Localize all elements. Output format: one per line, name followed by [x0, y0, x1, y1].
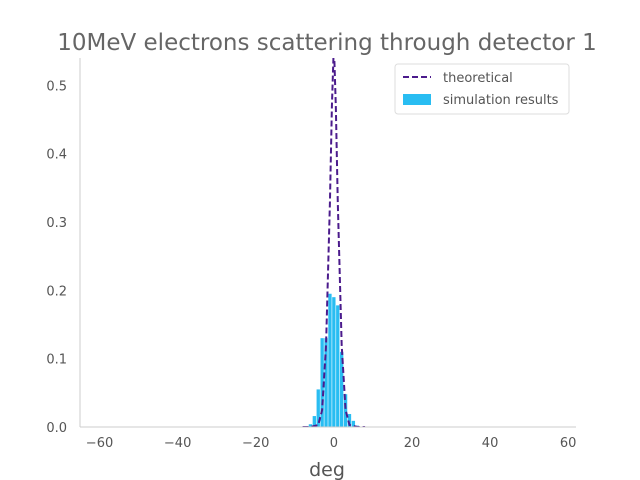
y-tick-label: 0.4	[46, 148, 67, 163]
y-tick-label: 0.3	[46, 216, 67, 231]
histogram-bar	[328, 293, 332, 427]
legend-box	[394, 63, 570, 115]
histogram-bar	[340, 351, 344, 427]
histogram-bar	[324, 338, 328, 427]
theoretical-curve	[302, 58, 366, 427]
y-tick-label: 0.0	[46, 421, 67, 436]
x-tick-label: −40	[164, 436, 191, 451]
x-tick-label: −20	[242, 436, 269, 451]
legend-label-simulation: simulation results	[443, 93, 559, 108]
chart-title: 10MeV electrons scattering through detec…	[57, 30, 597, 56]
axes: −60 −40 −20 0 20 40 60 0.0 0.1 0.2 0.3 0.4 0.5	[46, 58, 576, 451]
histogram-bar	[336, 305, 340, 427]
histogram-bar	[320, 338, 324, 427]
legend-label-theoretical: theoretical	[443, 71, 513, 86]
plot-area	[80, 58, 576, 427]
x-axis-label: deg	[309, 459, 345, 480]
histogram-bar	[308, 424, 313, 427]
y-tick-label: 0.5	[46, 79, 67, 94]
legend: theoretical simulation results	[394, 63, 570, 115]
x-tick-label: 0	[330, 436, 338, 451]
histogram-bar	[347, 414, 352, 427]
y-tick-label: 0.2	[46, 284, 67, 299]
x-tick-label: 40	[482, 436, 499, 451]
histogram-bar	[316, 389, 320, 427]
y-tick-label: 0.1	[46, 353, 67, 368]
histogram-bar	[343, 394, 348, 427]
histogram-bar	[351, 420, 356, 427]
histogram-bar	[312, 416, 316, 427]
x-tick-label: 60	[560, 436, 577, 451]
x-tick-label: −60	[86, 436, 113, 451]
histogram-bar	[332, 297, 336, 427]
legend-swatch-simulation	[403, 94, 431, 105]
x-tick-label: 20	[404, 436, 421, 451]
